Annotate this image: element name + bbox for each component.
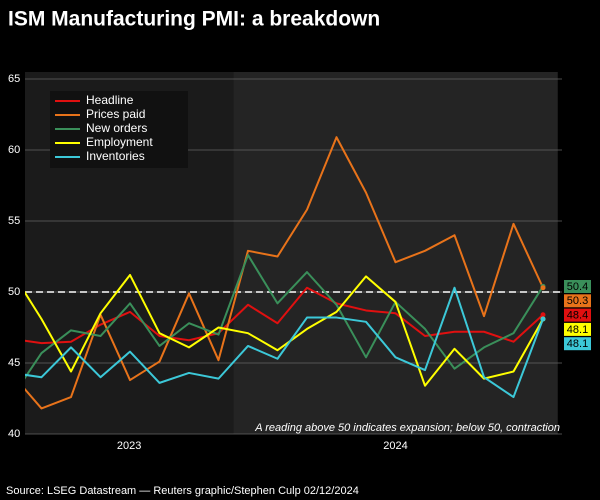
plot-lines <box>25 136 544 410</box>
y-tick-label: 50 <box>8 286 20 298</box>
legend-label: Inventories <box>86 149 145 163</box>
legend-label: Prices paid <box>86 107 145 121</box>
end-label-box <box>564 308 591 322</box>
end-label-box <box>564 280 591 293</box>
end-label: 48.4 <box>567 310 588 322</box>
annotation: A reading above 50 indicates expansion; … <box>254 422 560 434</box>
end-label: 48.1 <box>567 324 588 336</box>
end-dot <box>540 312 546 318</box>
series-line <box>25 273 544 387</box>
y-tick-label: 55 <box>8 215 20 227</box>
y-tick-label: 40 <box>8 428 20 440</box>
legend-label: Employment <box>86 135 153 149</box>
series-line <box>25 254 544 380</box>
year-band <box>233 72 558 434</box>
end-dot <box>540 316 546 322</box>
y-tick-label: 60 <box>8 144 20 156</box>
end-label: 50.3 <box>567 295 588 307</box>
y-tick-label: 45 <box>8 357 20 369</box>
y-tick-label: 65 <box>8 73 20 85</box>
end-label: 50.4 <box>567 281 588 293</box>
end-label-box <box>564 322 591 336</box>
series-line <box>25 286 544 345</box>
legend-label: New orders <box>86 121 147 135</box>
x-group-label: 2024 <box>383 440 407 452</box>
end-label: 48.1 <box>567 338 588 350</box>
x-group-label: 2023 <box>117 440 141 452</box>
chart-title: ISM Manufacturing PMI: a breakdown <box>8 8 380 31</box>
source: Source: LSEG Datastream — Reuters graphi… <box>6 485 359 497</box>
end-label-box <box>564 337 591 351</box>
end-label-box <box>564 294 591 308</box>
legend-label: Headline <box>86 93 134 107</box>
series-line <box>25 286 544 399</box>
end-dot <box>540 285 546 291</box>
